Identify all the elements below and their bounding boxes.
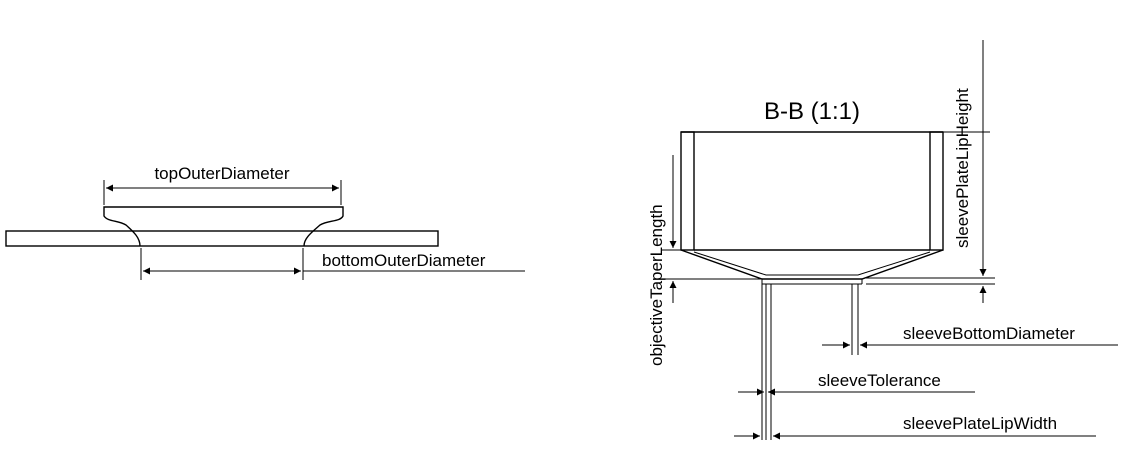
lip-profile bbox=[103, 206, 344, 247]
base-plate bbox=[5, 230, 439, 247]
sleeve-plate-lip-height-label: sleevePlateLipHeight bbox=[953, 88, 972, 248]
bottom-outer-diameter-label: bottomOuterDiameter bbox=[322, 251, 486, 270]
section-view-title: B-B (1:1) bbox=[764, 98, 860, 125]
objective-taper-length-label: objectiveTaperLength bbox=[647, 204, 666, 366]
section-view: B-B (1:1) sleevePlateLipHeight objective… bbox=[647, 40, 1118, 440]
side-view: topOuterDiameter bottomOuterDiameter bbox=[5, 164, 525, 280]
taper-outer bbox=[680, 249, 944, 280]
taper-inner bbox=[693, 251, 931, 276]
sleeve-plate-lip-width-label: sleevePlateLipWidth bbox=[903, 414, 1057, 433]
left-wall-hatch bbox=[680, 131, 695, 251]
sleeve-tolerance-label: sleeveTolerance bbox=[818, 371, 941, 390]
top-outer-diameter-label: topOuterDiameter bbox=[154, 164, 289, 183]
right-wall-hatch bbox=[929, 131, 944, 251]
sleeve-bottom-diameter-label: sleeveBottomDiameter bbox=[903, 324, 1075, 343]
